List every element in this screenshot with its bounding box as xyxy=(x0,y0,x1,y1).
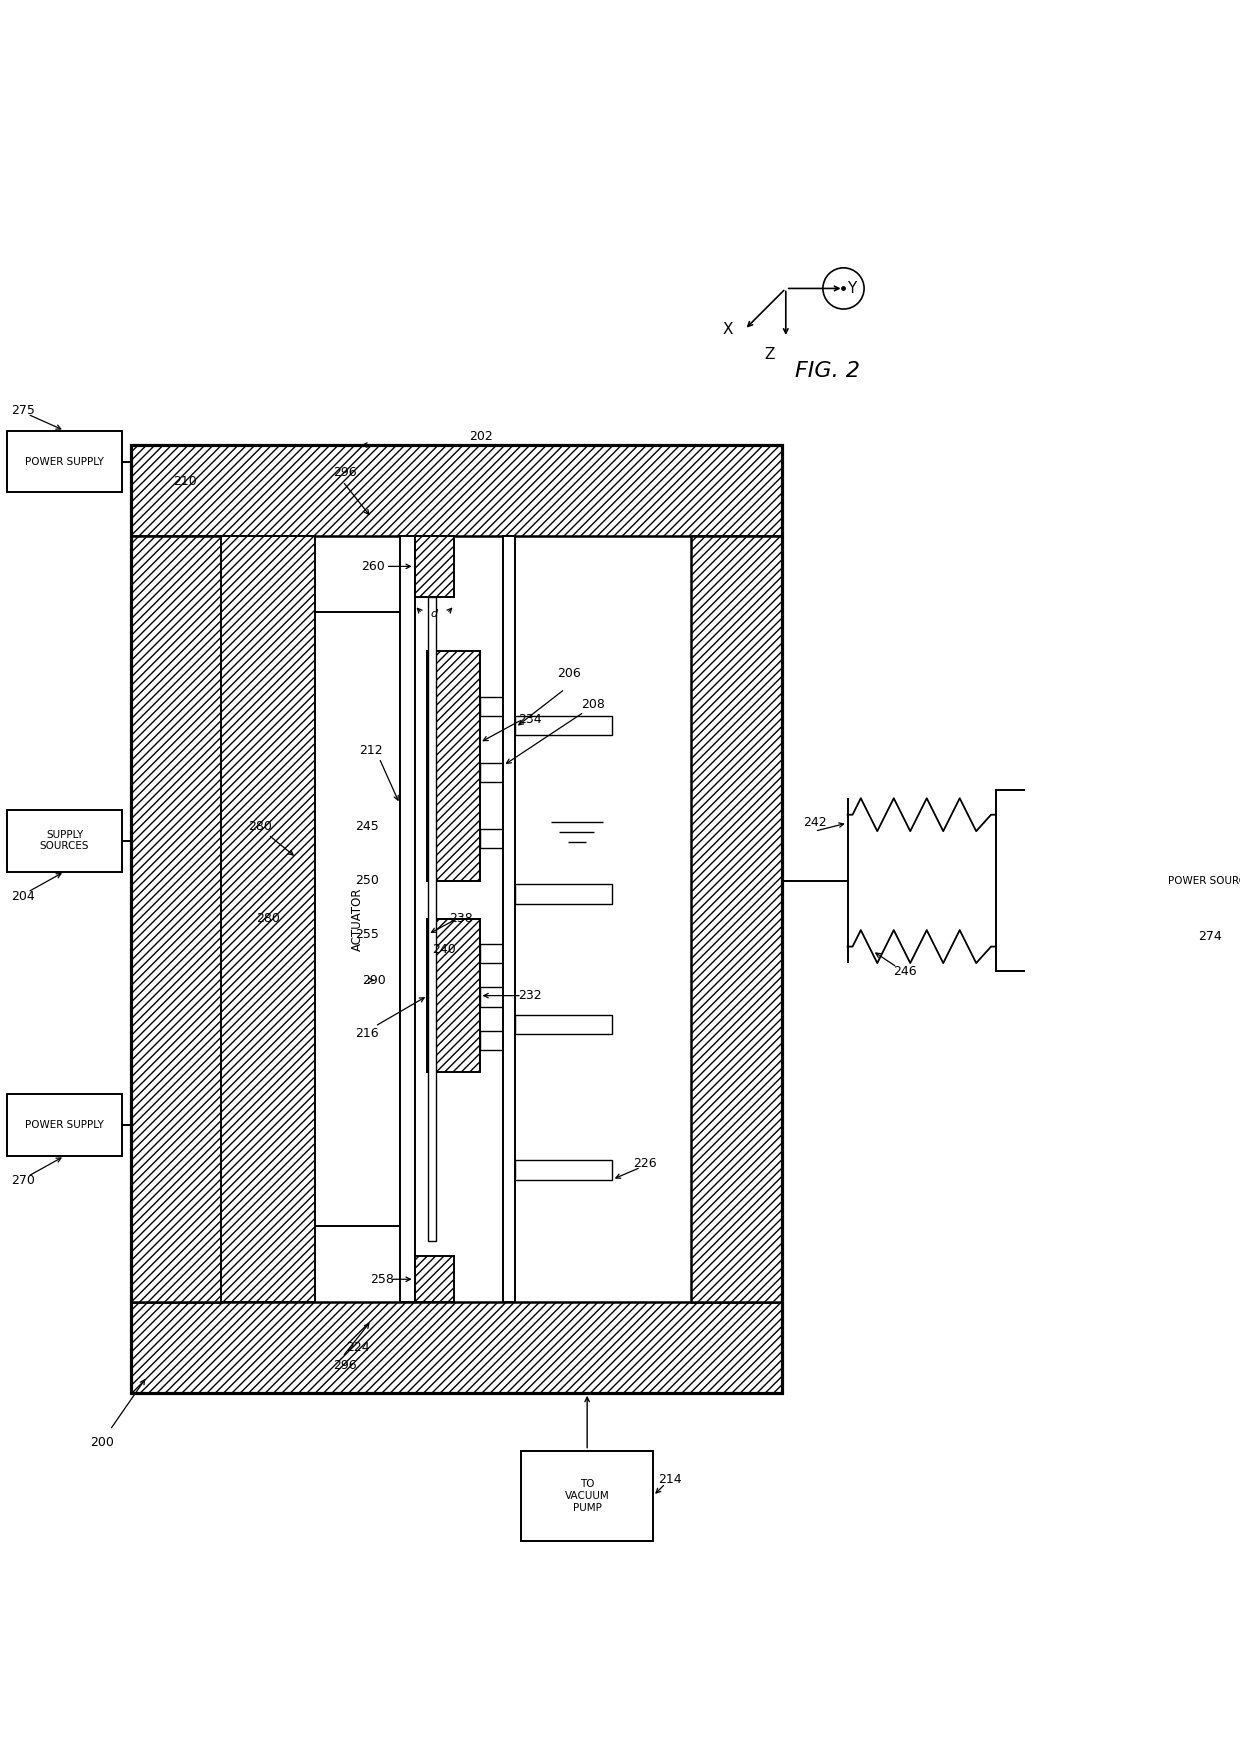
Text: 212: 212 xyxy=(360,745,383,757)
Bar xyxy=(996,790,1037,971)
Text: 280: 280 xyxy=(248,820,272,834)
Bar xyxy=(7,1093,123,1156)
Bar xyxy=(130,445,781,1393)
Bar xyxy=(480,762,510,781)
Bar xyxy=(503,535,516,1303)
Text: TO
VACUUM
PUMP: TO VACUUM PUMP xyxy=(564,1479,610,1512)
Text: X: X xyxy=(723,323,733,337)
Text: 258: 258 xyxy=(370,1273,393,1285)
Text: Z: Z xyxy=(764,347,775,363)
Text: 208: 208 xyxy=(580,698,605,712)
Bar xyxy=(315,612,399,1226)
Bar xyxy=(428,596,436,1242)
Text: 242: 242 xyxy=(802,816,826,830)
Text: 200: 200 xyxy=(89,1435,114,1449)
Bar xyxy=(399,535,414,1303)
Text: 260: 260 xyxy=(362,560,386,572)
Text: ACTUATOR: ACTUATOR xyxy=(351,888,365,950)
Text: 240: 240 xyxy=(433,944,456,956)
Bar xyxy=(130,1303,781,1393)
Text: 226: 226 xyxy=(634,1156,657,1170)
Bar xyxy=(516,1015,613,1034)
Bar xyxy=(130,445,781,535)
Bar xyxy=(480,828,510,848)
Bar xyxy=(414,1256,454,1303)
Bar xyxy=(427,919,480,1073)
Text: SUPPLY
SOURCES: SUPPLY SOURCES xyxy=(40,830,89,851)
Text: 216: 216 xyxy=(355,1027,378,1041)
Text: 250: 250 xyxy=(355,874,378,888)
Text: 296: 296 xyxy=(334,1359,357,1373)
Bar xyxy=(221,535,315,1303)
Text: 206: 206 xyxy=(557,668,580,680)
Text: 214: 214 xyxy=(657,1474,682,1486)
Text: 296: 296 xyxy=(334,466,357,480)
Text: 210: 210 xyxy=(174,474,197,488)
Text: 280: 280 xyxy=(257,912,280,926)
Text: 290: 290 xyxy=(362,973,386,987)
Text: POWER SUPPLY: POWER SUPPLY xyxy=(25,1120,104,1130)
Text: 238: 238 xyxy=(449,912,472,926)
Text: 270: 270 xyxy=(11,1174,35,1188)
Bar xyxy=(414,535,454,596)
Bar xyxy=(427,651,480,881)
Bar xyxy=(480,944,510,963)
Bar xyxy=(1145,849,1240,912)
Text: d: d xyxy=(432,609,438,619)
Bar xyxy=(521,1451,653,1542)
Text: 246: 246 xyxy=(894,964,918,978)
Text: 232: 232 xyxy=(518,989,542,1003)
Bar xyxy=(516,1160,613,1179)
Bar xyxy=(130,535,221,1303)
Bar xyxy=(691,535,781,1303)
Text: FIG. 2: FIG. 2 xyxy=(795,361,859,380)
Text: 224: 224 xyxy=(347,1341,371,1353)
Bar xyxy=(7,809,123,872)
Text: 274: 274 xyxy=(1198,930,1223,944)
Text: 245: 245 xyxy=(355,820,378,834)
Text: 202: 202 xyxy=(469,431,492,443)
Text: 234: 234 xyxy=(518,713,542,726)
Text: 204: 204 xyxy=(11,889,35,903)
Bar xyxy=(480,698,510,717)
Bar xyxy=(516,884,613,903)
Text: 255: 255 xyxy=(355,928,378,940)
Text: Y: Y xyxy=(847,281,857,296)
Bar xyxy=(7,431,123,492)
Text: POWER SUPPLY: POWER SUPPLY xyxy=(25,457,104,467)
Text: POWER SOURCE: POWER SOURCE xyxy=(1168,875,1240,886)
Bar xyxy=(480,1031,510,1050)
Bar xyxy=(516,715,613,734)
Text: 275: 275 xyxy=(11,403,35,417)
Bar xyxy=(480,987,510,1006)
